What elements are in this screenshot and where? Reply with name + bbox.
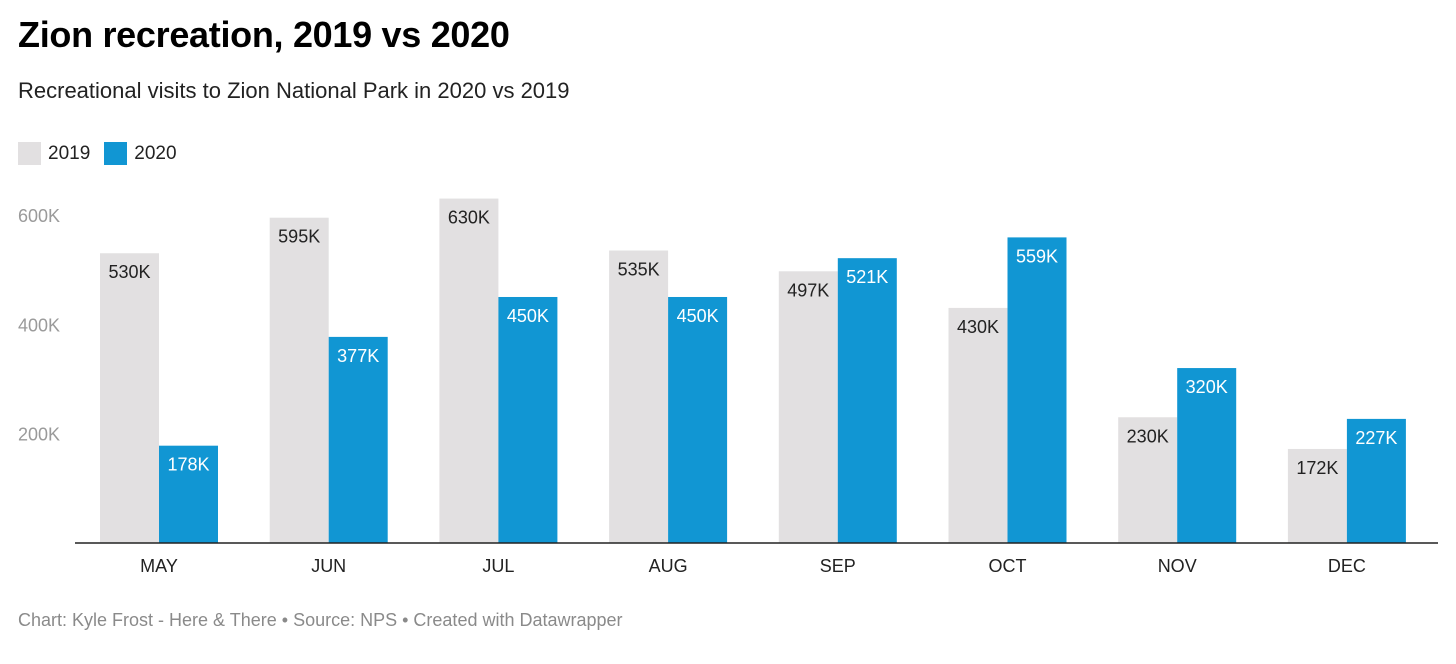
footer-separator: • [276, 610, 294, 630]
data-label: 430K [957, 317, 999, 337]
legend-item-2019: 2019 [18, 142, 90, 165]
bar-2020-nov [1177, 368, 1237, 543]
y-tick-label: 600K [18, 206, 60, 226]
x-tick-label: DEC [1328, 556, 1366, 576]
legend-swatch-2019 [18, 142, 41, 165]
data-label: 630K [448, 208, 490, 228]
chart-footer: Chart: Kyle Frost - Here & There • Sourc… [18, 610, 623, 631]
bar-2020-jun [328, 336, 388, 543]
legend-item-2020: 2020 [104, 142, 177, 165]
bar-2019-dec [1287, 448, 1347, 543]
data-label: 172K [1296, 458, 1338, 478]
bar-2020-dec [1346, 418, 1406, 543]
data-label: 595K [278, 227, 320, 247]
footer-created: Created with Datawrapper [413, 610, 623, 630]
bar-2019-aug [609, 250, 669, 543]
data-label: 450K [507, 306, 549, 326]
x-tick-label: OCT [989, 556, 1027, 576]
x-tick-label: SEP [820, 556, 856, 576]
bar-2020-may [159, 445, 218, 543]
y-tick-label: 200K [18, 425, 60, 445]
bar-2019-nov [1118, 417, 1178, 543]
bar-2020-oct [1007, 237, 1067, 543]
bar-chart: 200K 400K 600K 530K 178K MAY 595K 377K JUN 630K 45… [18, 198, 1438, 576]
data-label: 530K [108, 262, 150, 282]
bar-2019-may [100, 253, 159, 543]
bar-2020-jul [498, 296, 558, 543]
data-label: 377K [337, 346, 379, 366]
footer-source: Source: NPS [293, 610, 398, 630]
data-label: 559K [1016, 246, 1058, 266]
x-tick-label: JUN [311, 556, 346, 576]
bar-2019-jul [439, 198, 499, 544]
data-label: 521K [846, 267, 888, 287]
bar-2020-sep [837, 258, 897, 543]
footer-separator: • [397, 610, 414, 630]
bar-2019-jun [269, 217, 329, 543]
data-label: 535K [618, 260, 660, 280]
bar-2019-sep [778, 271, 838, 543]
data-label: 230K [1127, 426, 1169, 446]
x-tick-label: JUL [482, 556, 514, 576]
data-label: 450K [677, 306, 719, 326]
y-tick-label: 400K [18, 315, 60, 335]
x-tick-label: NOV [1158, 556, 1197, 576]
data-label: 227K [1355, 428, 1397, 448]
bar-2020-aug [668, 296, 728, 543]
x-tick-label: MAY [140, 556, 178, 576]
x-tick-label: AUG [649, 556, 688, 576]
chart-subtitle: Recreational visits to Zion National Par… [18, 78, 570, 103]
legend-label-2019: 2019 [48, 142, 91, 164]
data-label: 497K [787, 280, 829, 300]
chart-title: Zion recreation, 2019 vs 2020 [18, 14, 510, 55]
legend-label-2020: 2020 [134, 142, 177, 164]
legend-swatch-2020 [104, 142, 128, 165]
bar-2019-oct [948, 307, 1008, 543]
data-label: 178K [167, 455, 209, 475]
footer-credit: Chart: Kyle Frost - Here & There [18, 610, 277, 630]
legend: 2019 2020 [18, 142, 191, 165]
data-label: 320K [1186, 377, 1228, 397]
